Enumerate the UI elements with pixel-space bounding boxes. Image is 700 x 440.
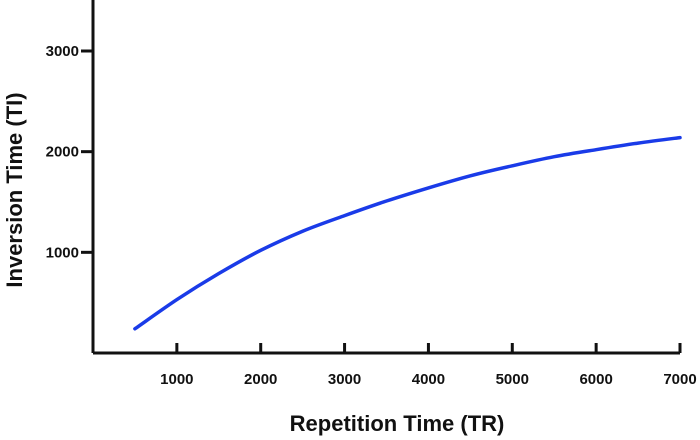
- series-line: [133, 135, 682, 331]
- y-tick-label: 2000: [46, 144, 79, 161]
- y-axis-title: Inversion Time (TI): [2, 92, 27, 287]
- x-tick-label: 5000: [496, 371, 529, 388]
- x-tick-label: 2000: [244, 371, 277, 388]
- x-axis-title: Repetition Time (TR): [290, 411, 505, 436]
- x-tick-label: 7000: [663, 371, 696, 388]
- y-axis: 1000 2000 3000: [46, 0, 95, 353]
- x-tick-label: 1000: [160, 371, 193, 388]
- y-tick-label: 1000: [46, 244, 79, 261]
- x-tick-label: 6000: [579, 371, 612, 388]
- x-axis: 1000 2000 3000 4000 5000 6000 7000: [93, 343, 697, 388]
- series-group: [133, 135, 682, 331]
- x-tick-label: 3000: [328, 371, 361, 388]
- y-tick-label: 3000: [46, 43, 79, 60]
- x-tick-label: 4000: [412, 371, 445, 388]
